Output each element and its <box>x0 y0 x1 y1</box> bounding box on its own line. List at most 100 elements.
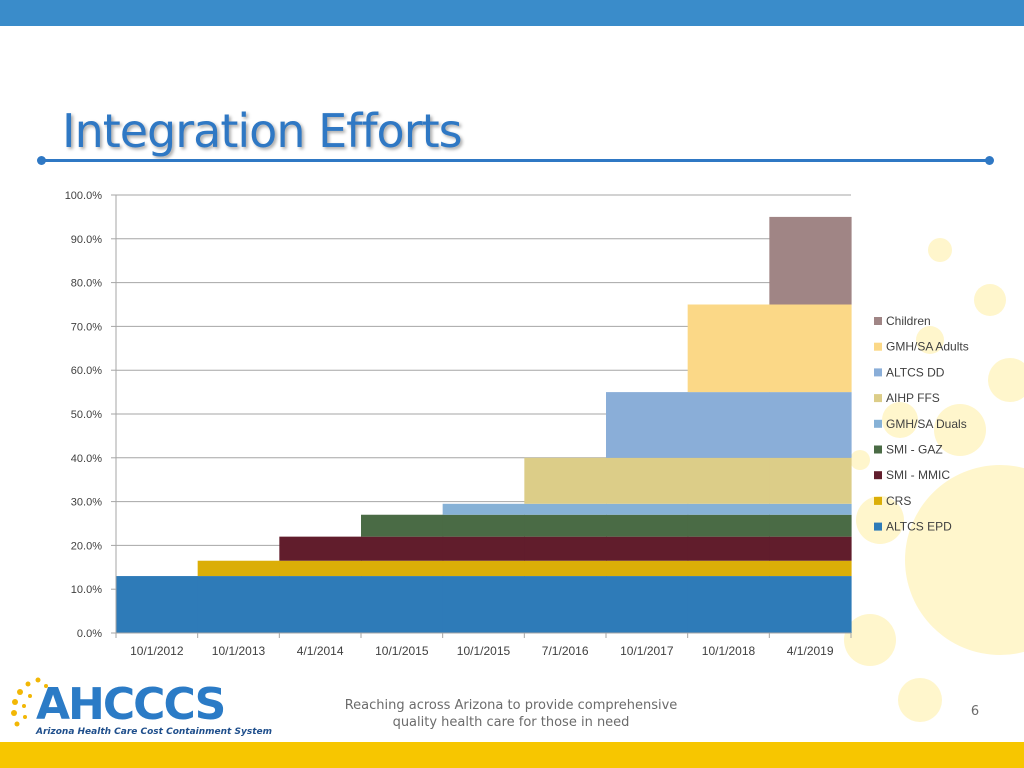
area-segment-gmh-sa-duals <box>769 503 852 515</box>
area-segment-smi-mmic <box>361 536 444 561</box>
legend-swatch <box>874 419 882 428</box>
x-tick-label: 4/1/2014 <box>297 644 344 658</box>
area-segment-altcs-epd <box>116 576 199 633</box>
legend-swatch <box>874 368 882 377</box>
area-segment-smi-mmic <box>279 536 362 561</box>
legend-swatch <box>874 394 882 403</box>
legend-label: Children <box>886 314 931 328</box>
area-segment-smi-mmic <box>769 536 852 561</box>
x-tick-label: 10/1/2018 <box>702 644 756 658</box>
legend-swatch <box>874 496 882 505</box>
x-tick-label: 10/1/2015 <box>457 644 511 658</box>
logo-wordmark: AHCCCS <box>36 679 226 730</box>
y-tick-label: 40.0% <box>71 453 102 465</box>
footer-line-1: Reaching across Arizona to provide compr… <box>344 698 678 713</box>
area-segment-crs <box>606 560 689 577</box>
area-segment-gmh-sa-duals <box>524 503 607 515</box>
area-segment-altcs-epd <box>524 576 607 633</box>
y-tick-label: 30.0% <box>71 497 102 509</box>
area-segment-altcs-dd <box>687 392 770 458</box>
area-segment-smi-gaz <box>769 514 852 537</box>
area-segment-gmh-sa-duals <box>687 503 770 515</box>
bottom-accent-bar <box>0 742 1024 768</box>
area-segment-smi-gaz <box>606 514 689 537</box>
area-segment-gmh-sa-adults <box>687 304 770 393</box>
slide-title: Integration Efforts <box>62 104 463 158</box>
y-tick-label: 70.0% <box>71 321 102 333</box>
area-segment-altcs-epd <box>769 576 852 633</box>
area-segment-crs <box>361 560 444 577</box>
legend-label: SMI - GAZ <box>886 443 943 457</box>
area-segment-smi-gaz <box>442 514 525 537</box>
area-segment-crs <box>279 560 362 577</box>
legend-label: GMH/SA Duals <box>886 417 967 431</box>
area-segment-smi-mmic <box>524 536 607 561</box>
area-segment-gmh-sa-duals <box>606 503 689 515</box>
area-segment-altcs-epd <box>687 576 770 633</box>
title-underline <box>42 159 990 162</box>
axes: 0.0% 10.0% 20.0% 30.0% 40.0% 50.0% 60.0% 70.0% 8… <box>65 190 852 658</box>
area-segment-smi-gaz <box>687 514 770 537</box>
area-segment-children <box>769 216 852 305</box>
y-tick-label: 100.0% <box>65 190 103 202</box>
underline-right-dot <box>985 156 994 165</box>
y-tick-label: 60.0% <box>71 365 102 377</box>
area-segment-aihp-ffs <box>687 457 770 504</box>
area-segment-crs <box>687 560 770 577</box>
x-tick-label: 10/1/2017 <box>620 644 674 658</box>
legend: Children GMH/SA Adults ALTCS DD AIHP FFS GMH… <box>874 314 969 534</box>
area-segment-aihp-ffs <box>769 457 852 504</box>
legend-swatch <box>874 445 882 454</box>
legend-swatch <box>874 471 882 480</box>
legend-label: AIHP FFS <box>886 391 940 405</box>
legend-label: ALTCS DD <box>886 365 945 379</box>
footer-line-2: quality health care for those in need <box>392 715 630 730</box>
area-segment-gmh-sa-duals <box>442 503 525 515</box>
area-segment-crs <box>524 560 607 577</box>
x-tick-label: 7/1/2016 <box>542 644 589 658</box>
area-segment-smi-gaz <box>361 514 444 537</box>
legend-swatch <box>874 522 882 531</box>
area-segment-crs <box>769 560 852 577</box>
area-segment-smi-gaz <box>524 514 607 537</box>
x-tick-label: 10/1/2015 <box>375 644 429 658</box>
y-tick-label: 20.0% <box>71 540 102 552</box>
area-segment-altcs-epd <box>197 576 280 633</box>
x-tick-label: 4/1/2019 <box>787 644 834 658</box>
area-segment-smi-mmic <box>442 536 525 561</box>
top-accent-bar <box>0 0 1024 26</box>
area-segment-altcs-epd <box>442 576 525 633</box>
y-tick-label: 10.0% <box>71 584 102 596</box>
legend-label: CRS <box>886 494 911 508</box>
x-tick-label: 10/1/2012 <box>130 644 184 658</box>
area-segment-smi-mmic <box>687 536 770 561</box>
area-segment-altcs-epd <box>279 576 362 633</box>
legend-label: ALTCS EPD <box>886 520 952 534</box>
area-segment-smi-mmic <box>606 536 689 561</box>
underline-left-dot <box>37 156 46 165</box>
y-tick-label: 80.0% <box>71 278 102 290</box>
stacked-areas <box>116 216 852 633</box>
footer-tagline: Reaching across Arizona to provide compr… <box>330 697 692 731</box>
logo-sun-icon <box>11 677 48 727</box>
legend-swatch <box>874 317 882 325</box>
area-segment-crs <box>442 560 525 577</box>
area-segment-altcs-dd <box>769 392 852 458</box>
area-segment-gmh-sa-adults <box>769 304 852 393</box>
y-tick-label: 50.0% <box>71 409 102 421</box>
legend-label: GMH/SA Adults <box>886 340 969 354</box>
x-tick-label: 10/1/2013 <box>212 644 266 658</box>
integration-chart: 0.0% 10.0% 20.0% 30.0% 40.0% 50.0% 60.0% 70.0% 8… <box>65 190 969 658</box>
y-tick-label: 90.0% <box>71 234 102 246</box>
legend-swatch <box>874 342 882 351</box>
area-segment-crs <box>197 560 280 577</box>
area-segment-altcs-dd <box>606 392 689 458</box>
area-segment-aihp-ffs <box>524 457 607 504</box>
area-segment-altcs-epd <box>361 576 444 633</box>
area-segment-altcs-epd <box>606 576 689 633</box>
y-tick-label: 0.0% <box>77 628 102 640</box>
area-segment-aihp-ffs <box>606 457 689 504</box>
logo-subtitle: Arizona Health Care Cost Containment Sys… <box>36 727 272 737</box>
page-number: 6 <box>970 704 980 719</box>
legend-label: SMI - MMIC <box>886 468 950 482</box>
